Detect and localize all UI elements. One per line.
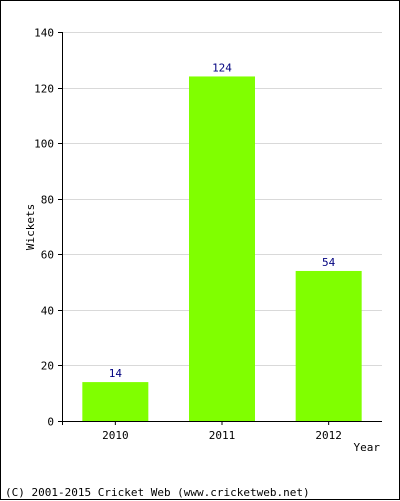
copyright-footer: (C) 2001-2015 Cricket Web (www.cricketwe… <box>5 486 310 499</box>
x-axis-ticks: 2010 2011 2012 <box>102 421 342 442</box>
y-axis-label: Wickets <box>24 204 37 250</box>
y-tick-label: 40 <box>41 305 54 318</box>
y-axis-ticks: 0 20 40 60 80 100 120 140 <box>34 27 62 429</box>
y-tick-label: 60 <box>41 249 54 262</box>
bar-2012 <box>295 270 362 421</box>
y-tick-label: 80 <box>41 194 54 207</box>
x-axis-label: Year <box>354 441 381 454</box>
y-tick-label: 0 <box>47 416 54 429</box>
data-label-2011: 124 <box>212 61 232 74</box>
bars <box>82 76 362 421</box>
x-tick-label-2012: 2012 <box>315 429 342 442</box>
y-tick-label: 140 <box>34 27 54 40</box>
data-labels: 14 124 54 <box>109 61 336 380</box>
data-label-2010: 14 <box>109 367 123 380</box>
y-tick-label: 120 <box>34 83 54 96</box>
y-tick-label: 100 <box>34 138 54 151</box>
data-label-2012: 54 <box>322 256 336 269</box>
x-tick-label-2011: 2011 <box>209 429 236 442</box>
y-tick-label: 20 <box>41 360 54 373</box>
x-tick-label-2010: 2010 <box>102 429 129 442</box>
bar-2010 <box>82 382 149 421</box>
bar-2011 <box>189 76 255 421</box>
